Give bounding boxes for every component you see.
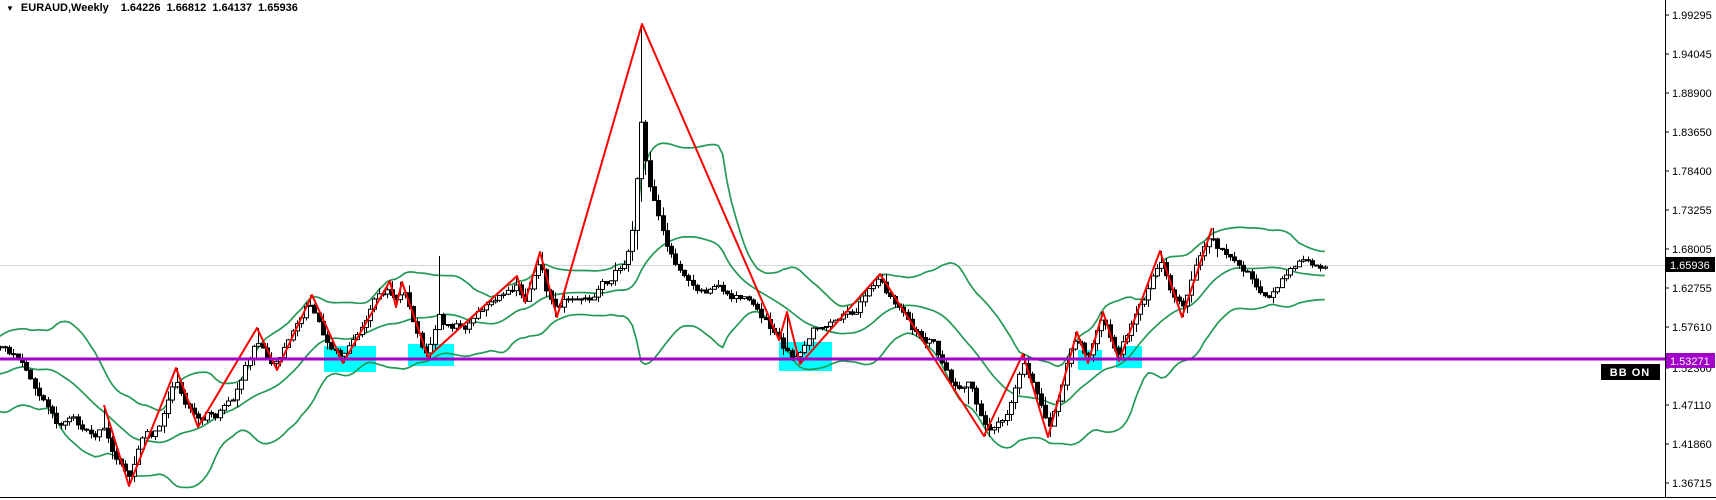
chevron-down-icon[interactable]: ▼ <box>6 3 14 13</box>
axis-price-label: 1.36715 <box>1672 478 1712 490</box>
quote-close: 1.65936 <box>258 2 298 14</box>
zigzag-indicator <box>103 23 1213 487</box>
axis-price-label: 1.83650 <box>1672 127 1712 139</box>
axis-price-label: 1.57610 <box>1672 322 1712 334</box>
symbol-period-label: EURAUD,Weekly <box>20 2 109 14</box>
support-line[interactable] <box>0 357 1665 361</box>
axis-price-label: 1.41860 <box>1672 439 1712 451</box>
quote-high: 1.66812 <box>166 2 207 14</box>
axis-price-label: 1.94045 <box>1672 49 1712 61</box>
axis-price-label: 1.47110 <box>1672 400 1711 412</box>
highlight-boxes-layer <box>324 342 1142 372</box>
axis-price-label: 1.62755 <box>1672 283 1712 295</box>
svg-text:1.53271: 1.53271 <box>1670 356 1710 368</box>
candlesticks <box>0 24 1328 486</box>
quote-open: 1.64226 <box>120 2 161 14</box>
price-badges: 1.65936 1.53271 <box>1666 257 1715 368</box>
current-price-badge <box>1666 257 1715 272</box>
hline-price-badge <box>1666 353 1715 368</box>
svg-text:BB ON: BB ON <box>1610 367 1650 379</box>
quote-low: 1.64137 <box>212 2 253 14</box>
axis-price-label: 1.88900 <box>1672 88 1712 100</box>
horizontal-line[interactable] <box>0 357 1665 361</box>
chart-title: ▼ EURAUD,Weekly 1.64226 1.66812 1.64137 … <box>6 2 304 14</box>
bb-toggle-badge[interactable]: BB ON <box>1601 364 1660 380</box>
bollinger-bands <box>0 142 1325 489</box>
axis-price-label: 1.73255 <box>1672 205 1712 217</box>
axis-price-label: 1.78400 <box>1672 166 1712 178</box>
svg-text:1.65936: 1.65936 <box>1670 260 1710 272</box>
axis-price-label: 1.68005 <box>1672 244 1712 256</box>
axis-price-label: 1.99295 <box>1672 10 1712 22</box>
